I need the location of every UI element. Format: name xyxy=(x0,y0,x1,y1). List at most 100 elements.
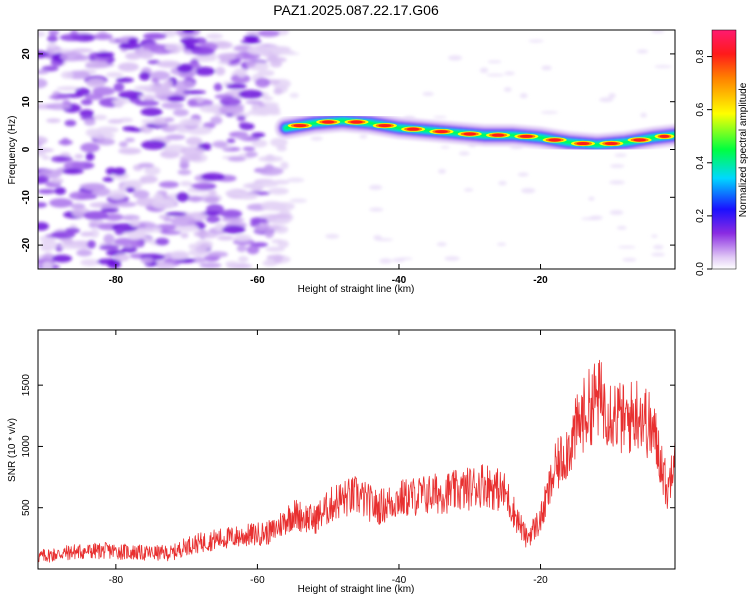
noise-blob xyxy=(616,226,627,230)
noise-blob xyxy=(48,30,60,36)
noise-blob xyxy=(191,257,207,263)
signal-peak-red xyxy=(350,120,363,124)
noise-blob xyxy=(273,88,283,95)
noise-blob xyxy=(640,112,647,118)
noise-blob xyxy=(108,189,127,200)
colorbar-tick-label: 0.0 xyxy=(695,262,706,276)
noise-blob xyxy=(167,95,186,102)
noise-blob xyxy=(289,198,308,203)
noise-blob xyxy=(609,210,624,215)
noise-blob xyxy=(127,231,146,240)
noise-blob xyxy=(258,155,284,163)
noise-blob xyxy=(266,254,285,260)
noise-blob xyxy=(137,162,154,168)
noise-blob xyxy=(238,89,264,99)
noise-blob xyxy=(194,239,214,250)
noise-blob xyxy=(541,65,552,71)
noise-blob xyxy=(199,262,222,269)
noise-blob xyxy=(185,136,203,146)
noise-blob xyxy=(59,33,85,42)
noise-blob xyxy=(280,161,289,170)
noise-blob xyxy=(503,87,512,92)
noise-blob xyxy=(86,78,106,89)
noise-blob xyxy=(588,196,595,201)
noise-blob xyxy=(255,106,273,115)
colorbar-tick-label: 0.8 xyxy=(695,49,706,63)
noise-blob xyxy=(233,234,252,242)
noise-blob xyxy=(118,42,142,50)
noise-blob xyxy=(45,103,71,110)
noise-blob xyxy=(267,213,292,219)
noise-blob xyxy=(161,102,184,109)
noise-blob xyxy=(170,216,197,227)
noise-blob xyxy=(614,153,627,157)
noise-blob xyxy=(107,259,122,269)
noise-blob xyxy=(251,139,268,148)
noise-blob xyxy=(463,188,474,192)
noise-blob xyxy=(113,167,126,176)
noise-blob xyxy=(151,199,176,210)
noise-blob xyxy=(124,137,135,143)
signal-peak-red xyxy=(435,130,448,134)
noise-blob xyxy=(528,39,544,43)
noise-blob xyxy=(245,60,256,68)
noise-blob xyxy=(210,116,223,125)
noise-blob xyxy=(433,116,447,119)
noise-blob xyxy=(141,140,167,150)
noise-blob xyxy=(208,189,217,195)
noise-blob xyxy=(188,248,209,257)
noise-blob xyxy=(375,238,394,242)
noise-blob xyxy=(85,60,109,69)
noise-blob xyxy=(104,213,124,221)
noise-blob xyxy=(255,224,270,230)
noise-blob xyxy=(49,198,73,208)
noise-blob xyxy=(180,146,205,156)
noise-blob xyxy=(651,30,665,34)
noise-blob xyxy=(235,134,249,140)
noise-blob xyxy=(115,77,134,83)
noise-blob xyxy=(258,30,280,38)
noise-blob xyxy=(95,51,115,58)
noise-blob xyxy=(142,32,167,40)
noise-blob xyxy=(170,250,190,261)
noise-blob xyxy=(140,257,154,264)
noise-blob xyxy=(56,86,81,91)
noise-blob xyxy=(38,175,50,184)
noise-blob xyxy=(242,146,256,152)
noise-blob xyxy=(498,181,507,186)
signal-peak-red xyxy=(548,138,562,142)
noise-blob xyxy=(369,184,383,190)
noise-blob xyxy=(617,245,636,249)
snr-x-ticks: -80 -60 -40 -20 xyxy=(109,330,548,586)
noise-blob xyxy=(164,43,185,52)
noise-blob xyxy=(436,242,447,247)
noise-blob xyxy=(118,141,128,148)
spectrogram-y-ticks: -20 -10 0 10 20 xyxy=(21,48,675,252)
noise-blob xyxy=(96,138,116,146)
noise-blob xyxy=(51,254,73,263)
noise-blob xyxy=(180,232,189,239)
noise-blob xyxy=(48,95,71,100)
noise-blob xyxy=(152,193,164,202)
noise-blob xyxy=(218,105,245,115)
noise-blob xyxy=(80,142,100,153)
noise-blob xyxy=(222,225,246,234)
snr-panel: -80 -60 -40 -20 500 1000 1500 Height of strai… xyxy=(7,329,676,595)
noise-blob xyxy=(140,107,163,117)
noise-blob xyxy=(214,41,233,50)
noise-blob xyxy=(138,49,154,60)
noise-blob xyxy=(150,70,171,81)
snr-y-tick-label: 1500 xyxy=(21,374,32,397)
noise-blob xyxy=(76,249,93,257)
noise-blob xyxy=(144,166,161,176)
noise-blob xyxy=(203,196,220,204)
noise-blob xyxy=(245,100,264,105)
noise-blob xyxy=(93,33,113,40)
spectrogram-x-axis-label: Height of straight line (km) xyxy=(298,284,415,295)
noise-blob xyxy=(251,132,266,138)
noise-blob xyxy=(197,143,212,148)
noise-blob xyxy=(173,108,189,117)
noise-blob xyxy=(135,197,157,207)
snr-frame xyxy=(37,329,676,570)
